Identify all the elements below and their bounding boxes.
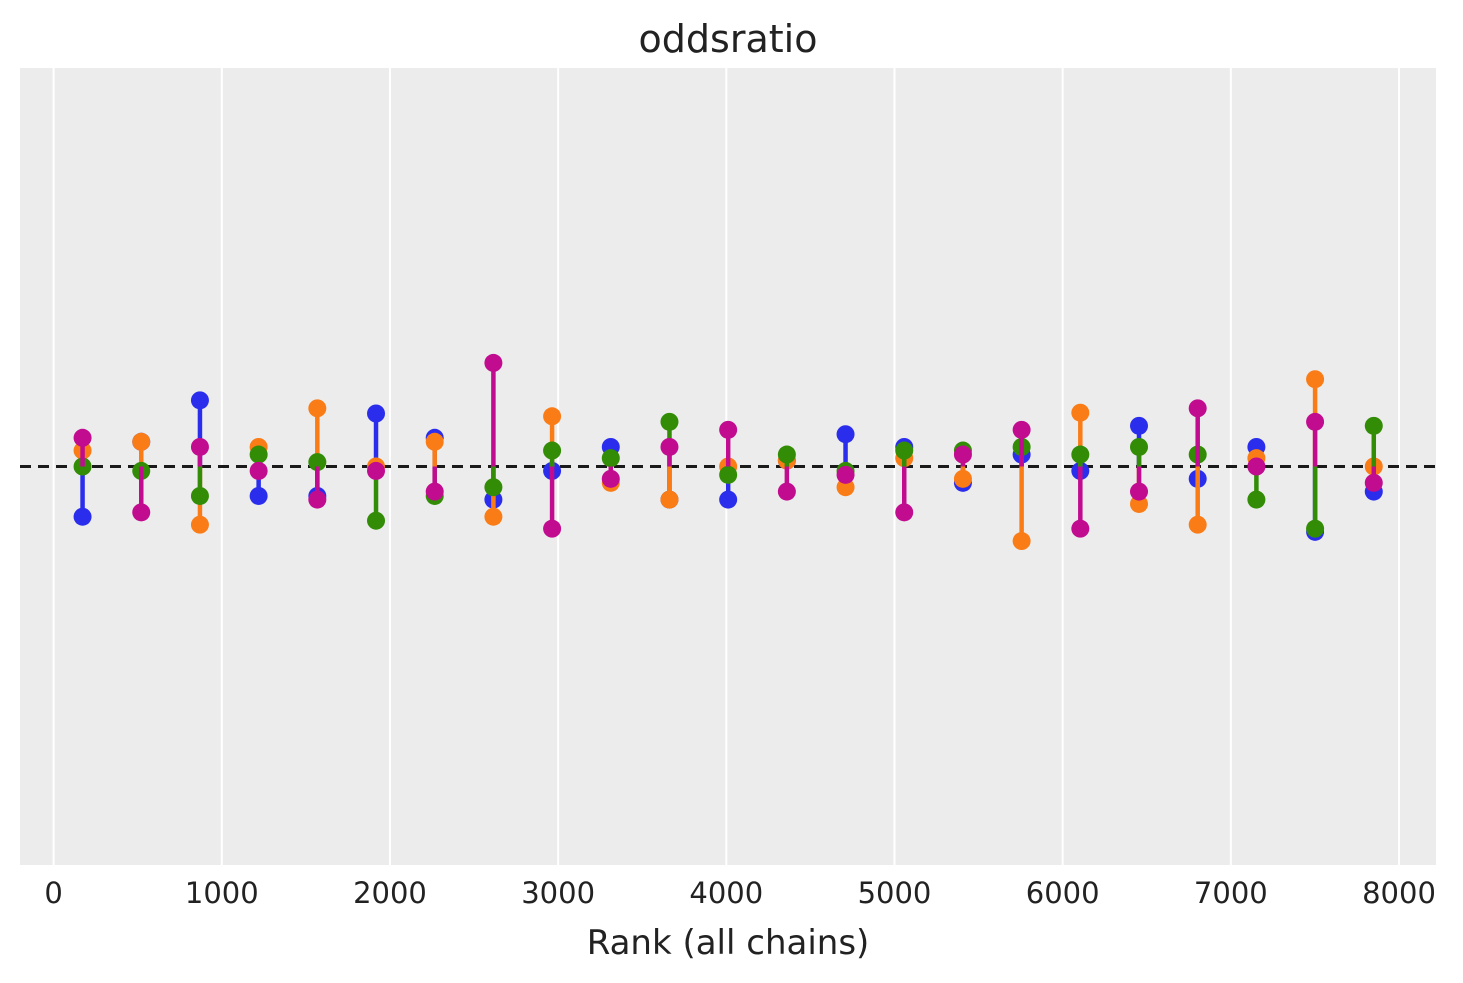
rank-point <box>308 490 327 509</box>
rank-point <box>367 404 386 423</box>
rank-point <box>484 478 503 497</box>
rank-point <box>1306 519 1325 538</box>
rank-point <box>73 507 92 526</box>
x-tick-label: 8000 <box>1362 876 1436 910</box>
rank-point <box>484 353 503 372</box>
rank-point <box>719 420 738 439</box>
rank-point <box>1188 515 1207 534</box>
rank-point <box>425 432 444 451</box>
x-tick-label: 0 <box>44 876 62 910</box>
rank-point <box>190 515 209 534</box>
rank-point <box>249 445 268 464</box>
x-tick-label: 3000 <box>521 876 595 910</box>
x-tick-label: 5000 <box>858 876 932 910</box>
rank-point <box>1188 399 1207 418</box>
rank-point <box>367 511 386 530</box>
rank-point <box>836 465 855 484</box>
rank-point <box>777 482 796 501</box>
rank-point <box>249 461 268 480</box>
rank-point <box>719 490 738 509</box>
x-tick-label: 6000 <box>1026 876 1100 910</box>
rank-point <box>953 445 972 464</box>
rank-point <box>1130 437 1149 456</box>
rank-point <box>132 503 151 522</box>
chain-rank-marks <box>73 353 1383 551</box>
rank-point <box>425 482 444 501</box>
x-tick-label: 4000 <box>689 876 763 910</box>
rank-point <box>543 407 562 426</box>
x-axis-label: Rank (all chains) <box>587 923 870 963</box>
rank-point <box>1130 482 1149 501</box>
rank-point <box>1071 519 1090 538</box>
rank-point <box>190 486 209 505</box>
rank-point <box>836 478 855 497</box>
rank-point <box>1012 420 1031 439</box>
rank-point <box>308 453 327 472</box>
rank-point <box>1071 403 1090 422</box>
rank-point <box>601 449 620 468</box>
x-tick-label: 7000 <box>1194 876 1268 910</box>
rank-point <box>836 425 855 444</box>
rank-point <box>1012 532 1031 551</box>
rank-point <box>1306 370 1325 389</box>
chart-title: oddsratio <box>639 17 818 61</box>
x-tick-label: 2000 <box>353 876 427 910</box>
rank-point <box>190 391 209 410</box>
rank-point <box>660 437 679 456</box>
rank-point <box>777 445 796 464</box>
rank-point <box>73 428 92 447</box>
x-tick-label: 1000 <box>185 876 259 910</box>
x-axis-ticks: 0 1000 2000 3000 4000 5000 6000 7000 8000 <box>44 876 1436 910</box>
rank-point <box>132 432 151 451</box>
rank-point <box>190 437 209 456</box>
rank-point <box>1306 412 1325 431</box>
chain-series-4 <box>73 353 1383 538</box>
rank-point <box>1130 494 1149 513</box>
rank-point <box>1364 416 1383 435</box>
rank-point <box>308 399 327 418</box>
rank-point <box>249 486 268 505</box>
rank-point <box>484 507 503 526</box>
rank-point <box>1130 416 1149 435</box>
rank-point <box>1247 457 1266 476</box>
rank-point <box>660 490 679 509</box>
rank-point <box>1364 473 1383 492</box>
rank-point <box>367 461 386 480</box>
rank-point <box>1247 490 1266 509</box>
rank-point <box>953 469 972 488</box>
rank-point <box>895 441 914 460</box>
rank-point <box>543 441 562 460</box>
rank-point <box>660 412 679 431</box>
rank-point <box>543 519 562 538</box>
rank-point <box>1071 445 1090 464</box>
rank-point <box>895 503 914 522</box>
rank-point <box>719 465 738 484</box>
rank-point <box>601 469 620 488</box>
